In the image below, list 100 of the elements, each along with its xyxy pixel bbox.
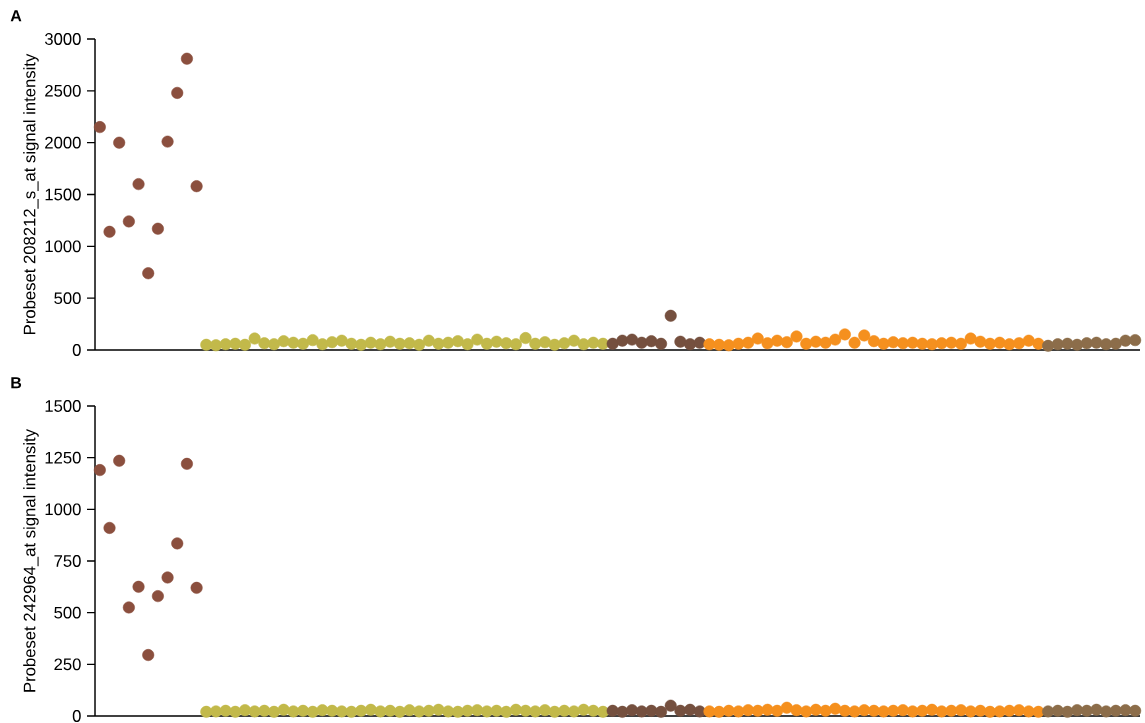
point xyxy=(1061,337,1074,350)
point xyxy=(519,332,532,345)
point xyxy=(161,571,174,584)
point xyxy=(403,337,416,350)
y-tick-label: 2500 xyxy=(45,84,81,97)
y-tick-label: 250 xyxy=(54,658,81,671)
point xyxy=(732,337,745,350)
point xyxy=(103,225,116,238)
point xyxy=(171,86,184,99)
point xyxy=(471,333,484,346)
point xyxy=(142,649,155,662)
point xyxy=(103,521,116,534)
point xyxy=(113,136,126,149)
point xyxy=(180,457,193,470)
point xyxy=(945,336,958,349)
y-tick-label: 1250 xyxy=(45,451,81,464)
point xyxy=(771,334,784,347)
chart-title: A xyxy=(10,10,22,22)
point xyxy=(645,335,658,348)
point xyxy=(684,338,697,351)
y-tick-label: 1000 xyxy=(45,240,81,253)
point xyxy=(1071,338,1084,351)
point xyxy=(858,329,871,342)
point xyxy=(829,702,842,715)
point xyxy=(577,338,590,351)
point xyxy=(509,338,522,351)
point xyxy=(529,337,542,350)
point xyxy=(848,336,861,349)
point xyxy=(122,601,135,614)
point xyxy=(955,337,967,350)
y-tick-label: 500 xyxy=(54,292,81,305)
point xyxy=(974,335,987,348)
point xyxy=(258,337,271,350)
y-tick-label: 750 xyxy=(54,555,81,567)
point xyxy=(1003,338,1016,351)
point xyxy=(355,338,368,351)
point xyxy=(413,338,426,351)
y-tick-label: 3000 xyxy=(44,33,81,45)
point xyxy=(742,336,755,349)
y-tick-label: 2000 xyxy=(45,136,81,149)
point xyxy=(906,336,919,349)
point xyxy=(703,338,716,351)
y-axis-title: Probeset 208212_s_at signal intensity xyxy=(23,53,39,334)
y-tick-label: 0 xyxy=(72,344,81,356)
point xyxy=(674,335,687,348)
point xyxy=(616,334,629,347)
point xyxy=(190,180,203,193)
point xyxy=(790,330,803,343)
point xyxy=(316,338,329,351)
point xyxy=(548,338,561,351)
point xyxy=(558,337,571,350)
y-tick-label: 1500 xyxy=(45,400,81,412)
point xyxy=(122,215,135,228)
point xyxy=(190,581,203,594)
point xyxy=(887,336,900,349)
y-tick-label: 500 xyxy=(54,606,81,619)
point xyxy=(1013,337,1026,350)
y-axis-title: Probeset 242964_at signal intensity xyxy=(23,429,39,692)
point xyxy=(306,334,319,347)
point xyxy=(326,336,339,349)
point xyxy=(384,335,397,348)
point xyxy=(113,454,126,467)
point xyxy=(664,699,677,712)
point xyxy=(297,337,310,350)
point xyxy=(490,335,503,348)
point xyxy=(664,309,677,322)
point xyxy=(180,52,193,65)
point xyxy=(248,332,261,345)
point xyxy=(751,332,764,345)
point xyxy=(161,135,174,148)
point xyxy=(500,337,513,350)
point xyxy=(780,336,793,349)
point xyxy=(606,337,619,350)
point xyxy=(800,337,813,350)
point xyxy=(238,338,251,351)
point xyxy=(229,337,242,350)
point xyxy=(132,178,145,191)
point xyxy=(442,336,455,349)
chart-title: B xyxy=(11,377,22,389)
point xyxy=(587,336,600,349)
point xyxy=(219,338,232,351)
point xyxy=(567,334,580,347)
point xyxy=(916,337,929,350)
point xyxy=(142,267,155,280)
point xyxy=(151,590,164,603)
point xyxy=(461,338,474,351)
point xyxy=(655,337,668,350)
point xyxy=(171,537,184,550)
point xyxy=(132,580,145,593)
point xyxy=(345,337,358,350)
point xyxy=(200,338,213,351)
point xyxy=(1032,337,1045,350)
y-tick-label: 1500 xyxy=(45,188,81,201)
point xyxy=(1090,336,1103,349)
y-tick-label: 1000 xyxy=(45,503,81,516)
point xyxy=(151,222,164,235)
point xyxy=(877,337,890,350)
point xyxy=(374,338,387,351)
point xyxy=(268,338,281,351)
point xyxy=(287,336,300,349)
